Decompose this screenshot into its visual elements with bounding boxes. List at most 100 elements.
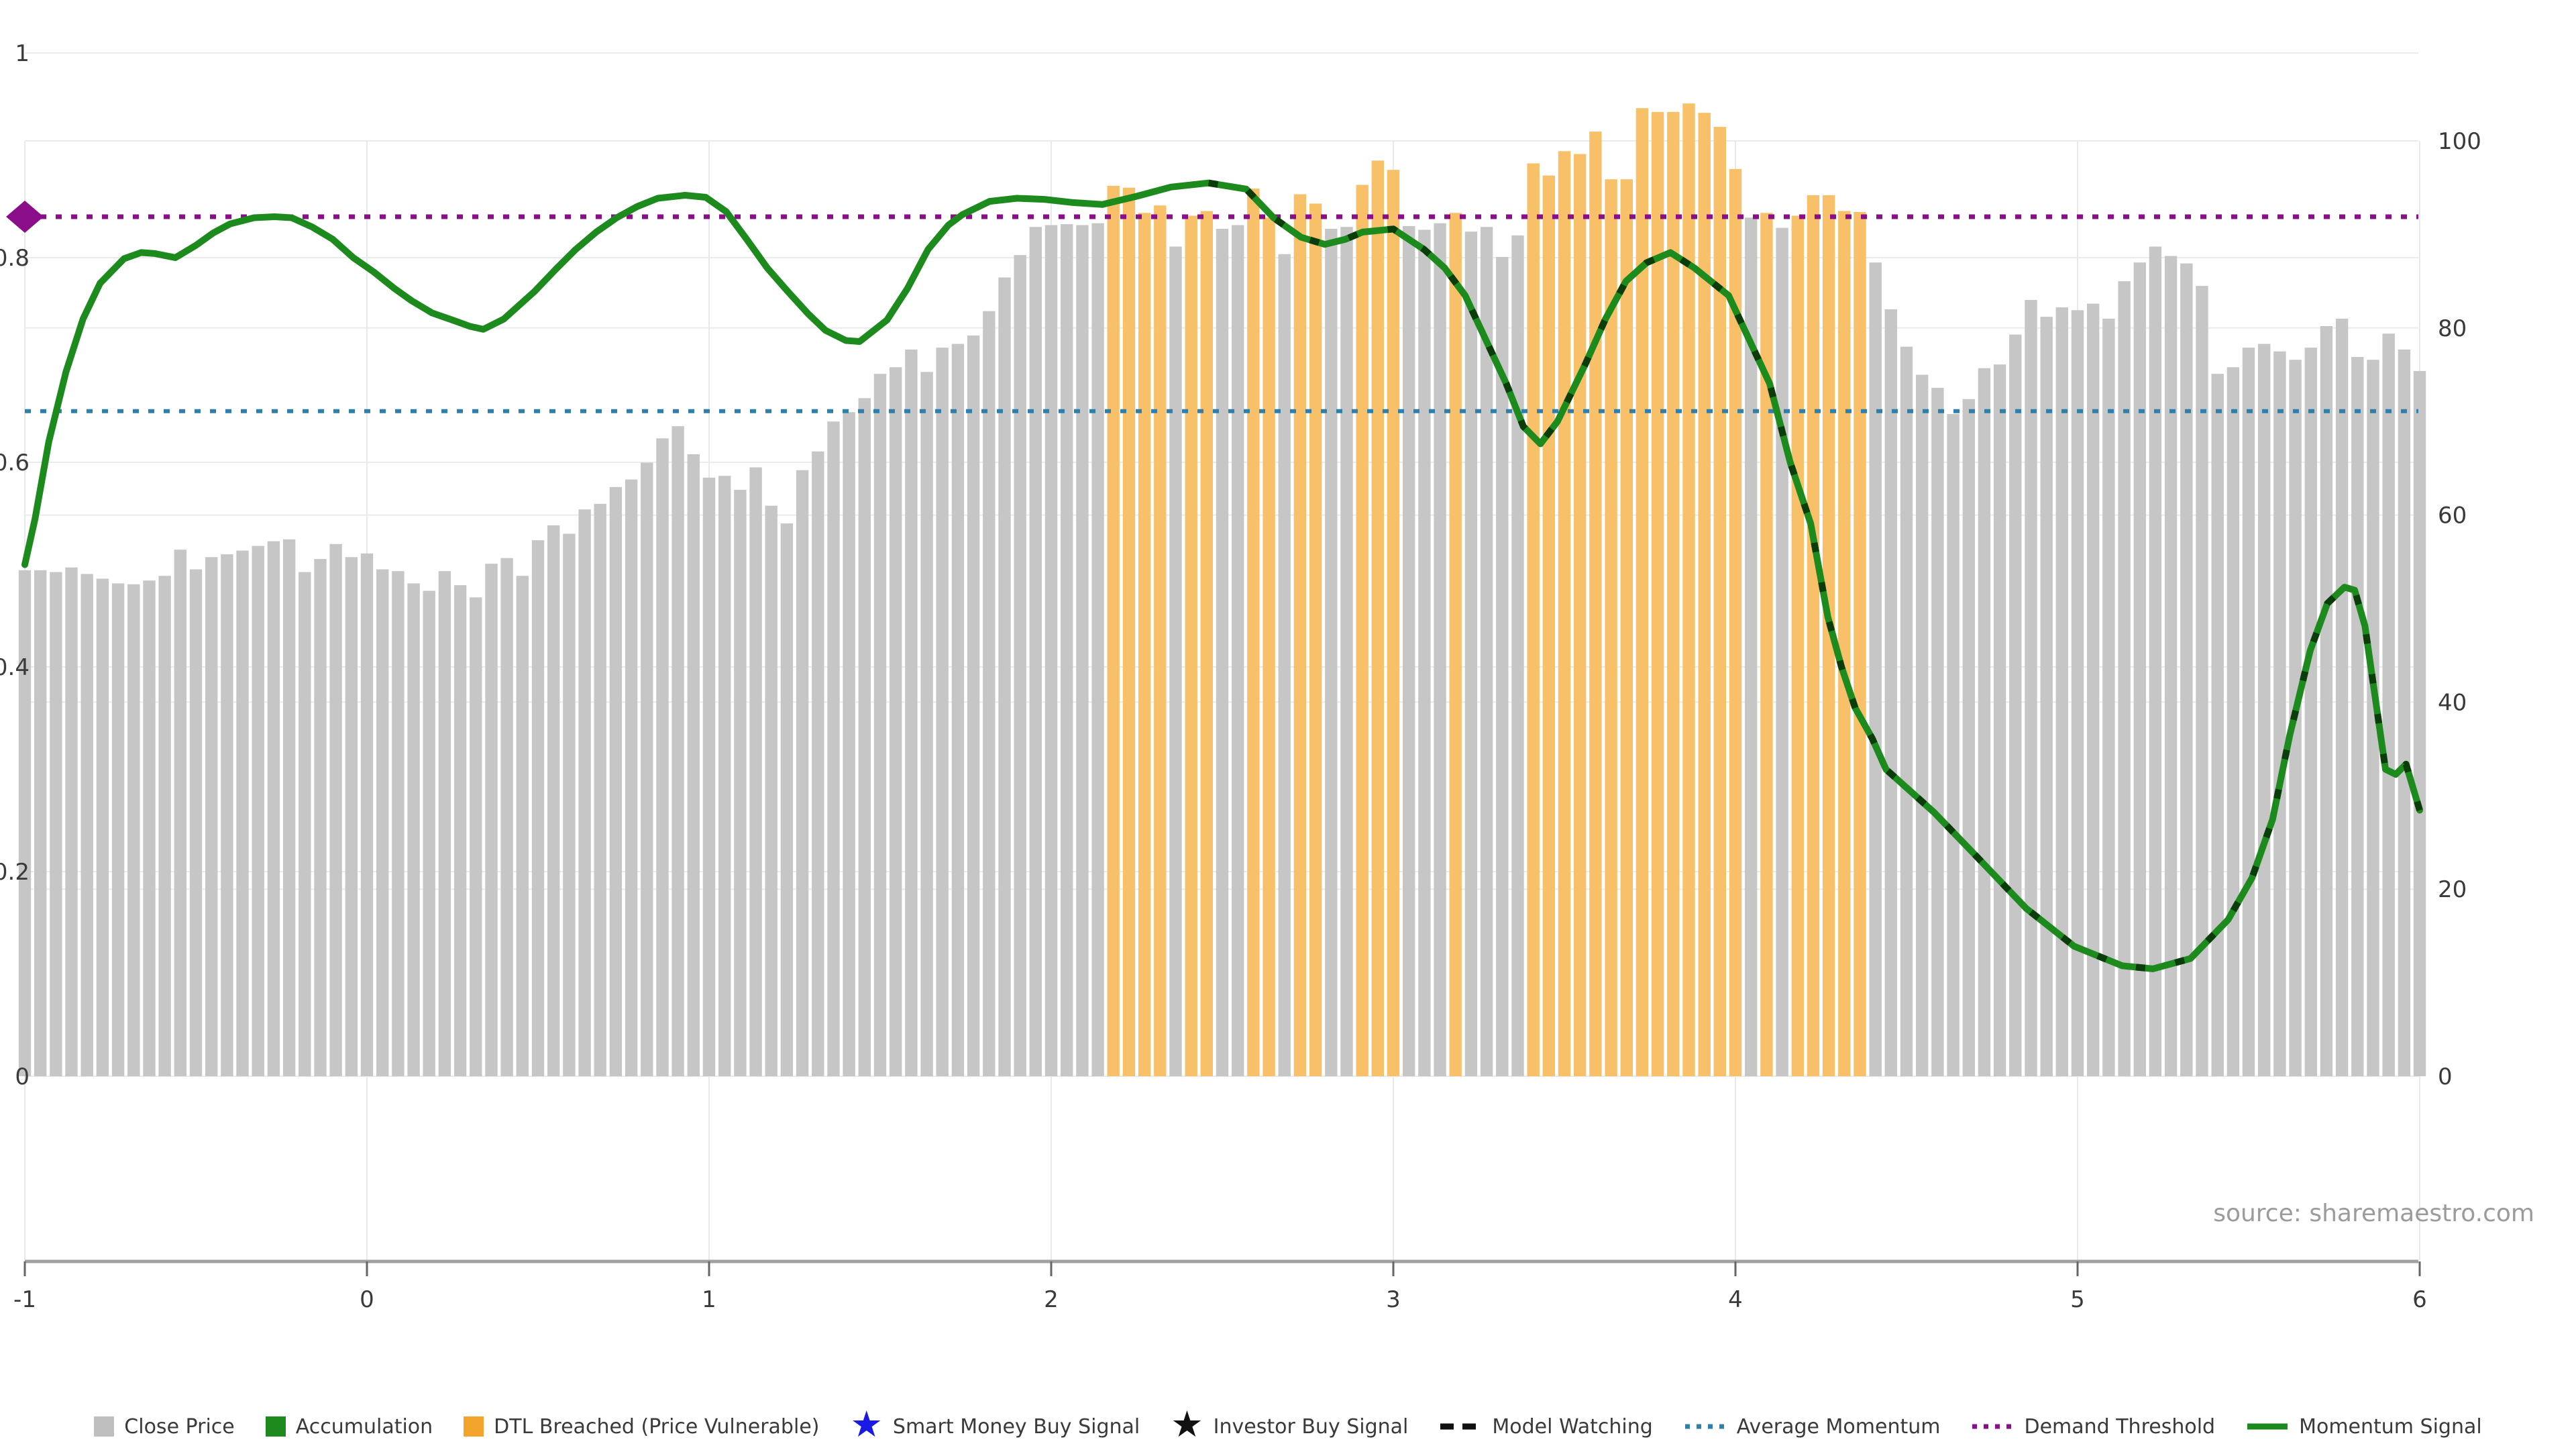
legend-item-close-price[interactable]: Close Price xyxy=(94,1415,235,1439)
legend-item-demand-threshold[interactable]: Demand Threshold xyxy=(1971,1415,2215,1439)
bar-close-price xyxy=(718,476,731,1076)
bar-close-price xyxy=(1029,227,1042,1077)
bar-close-price xyxy=(1962,399,1975,1076)
legend-item-dtl-breached-price-vulnerable[interactable]: DTL Breached (Price Vulnerable) xyxy=(464,1415,819,1439)
bar-close-price xyxy=(438,571,451,1076)
bar-close-price xyxy=(998,277,1011,1076)
bar-close-price xyxy=(2196,286,2208,1077)
bar-close-price xyxy=(329,543,342,1076)
bar-close-price xyxy=(1776,227,1788,1077)
bar-close-price xyxy=(2071,310,2084,1076)
bar-close-price xyxy=(1978,368,1991,1077)
bar-close-price xyxy=(65,567,78,1076)
bar-close-price xyxy=(1278,254,1291,1077)
bar-close-price xyxy=(594,503,606,1076)
bar-dtl-breached xyxy=(1527,163,1540,1076)
legend-square-swatch xyxy=(265,1416,286,1437)
legend-square-swatch xyxy=(464,1416,484,1437)
y-left-tick-label: 1 xyxy=(15,40,30,67)
bar-close-price xyxy=(174,550,186,1076)
legend-item-model-watching[interactable]: Model Watching xyxy=(1439,1414,1653,1439)
y-left-tick-label: 0.4 xyxy=(0,654,30,681)
bar-close-price xyxy=(1511,235,1524,1076)
bar-dtl-breached xyxy=(1387,170,1400,1077)
bar-close-price xyxy=(578,509,591,1076)
bar-close-price xyxy=(656,438,669,1076)
legend-item-investor-buy-signal[interactable]: ★ Investor Buy Signal xyxy=(1171,1406,1408,1443)
bar-close-price xyxy=(2242,348,2255,1076)
bar-close-price xyxy=(50,572,62,1076)
legend-solid-line-icon xyxy=(2247,1423,2288,1430)
bar-close-price xyxy=(345,557,358,1076)
legend-item-smart-money-buy-signal[interactable]: ★ Smart Money Buy Signal xyxy=(850,1403,1140,1445)
bar-close-price xyxy=(905,349,918,1076)
legend-dashed-line-icon xyxy=(1440,1423,1481,1430)
bar-dtl-breached xyxy=(1449,213,1462,1076)
legend-label: Momentum Signal xyxy=(2299,1414,2482,1439)
demand-threshold-diamond-marker xyxy=(6,201,44,233)
bar-close-price xyxy=(873,374,887,1076)
bar-close-price xyxy=(547,525,560,1076)
y-left-tick-label: 0.2 xyxy=(0,859,30,886)
bar-dtl-breached xyxy=(1574,154,1587,1076)
bar-close-price xyxy=(2133,262,2146,1077)
bar-close-price xyxy=(2304,348,2317,1076)
legend-item-accumulation[interactable]: Accumulation xyxy=(265,1414,433,1439)
bar-close-price xyxy=(1745,217,1758,1076)
bar-close-price xyxy=(2320,326,2333,1076)
legend-label: Accumulation xyxy=(295,1414,433,1439)
bar-close-price xyxy=(2226,367,2240,1076)
bar-close-price xyxy=(1434,223,1446,1077)
bar-close-price xyxy=(407,583,420,1076)
legend-square-swatch xyxy=(94,1416,115,1437)
bar-close-price xyxy=(267,541,280,1076)
bar-dtl-breached xyxy=(1589,132,1602,1077)
bar-close-price xyxy=(1993,364,2006,1077)
legend-label: Average Momentum xyxy=(1736,1414,1941,1439)
bar-close-price xyxy=(1061,224,1073,1077)
x-axis-tick-label: 4 xyxy=(1728,1286,1743,1313)
legend-item-average-momentum[interactable]: Average Momentum xyxy=(1684,1414,1941,1439)
bar-close-price xyxy=(453,585,467,1076)
legend-label: Demand Threshold xyxy=(2024,1414,2216,1439)
bar-close-price xyxy=(2087,303,2100,1077)
bar-close-price xyxy=(1091,223,1104,1077)
bar-close-price xyxy=(1884,309,1897,1076)
bar-dtl-breached xyxy=(1200,211,1213,1076)
bar-close-price xyxy=(1418,229,1431,1076)
legend-star-icon: ★ xyxy=(850,1403,883,1445)
bar-close-price xyxy=(127,584,140,1076)
bar-dtl-breached xyxy=(1651,111,1664,1076)
bar-close-price xyxy=(920,372,933,1076)
legend-dotted-line-icon xyxy=(1684,1424,1725,1429)
x-axis-tick-label: -1 xyxy=(13,1286,36,1313)
bar-close-price xyxy=(858,398,871,1076)
bar-close-price xyxy=(2149,246,2162,1076)
bar-close-price xyxy=(796,470,809,1076)
bar-close-price xyxy=(376,569,389,1076)
bar-dtl-breached xyxy=(1838,211,1851,1076)
bar-close-price xyxy=(189,569,203,1076)
bar-close-price xyxy=(111,583,125,1076)
bar-close-price xyxy=(299,572,311,1076)
x-axis-tick-label: 6 xyxy=(2412,1286,2427,1313)
bar-close-price xyxy=(1216,229,1229,1076)
bar-dtl-breached xyxy=(1667,111,1680,1076)
bar-close-price xyxy=(1232,225,1244,1076)
bar-dtl-breached xyxy=(1635,108,1649,1077)
y-right-tick-label: 80 xyxy=(2438,315,2467,342)
bar-close-price xyxy=(143,580,156,1076)
bar-close-price xyxy=(2118,281,2131,1077)
bar-close-price xyxy=(812,451,824,1076)
legend-label: Model Watching xyxy=(1492,1414,1653,1439)
chart-legend: Close Price Accumulation DTL Breached (Pri… xyxy=(0,1406,2576,1447)
bar-dtl-breached xyxy=(1263,217,1275,1076)
bar-close-price xyxy=(1480,227,1493,1077)
legend-item-momentum-signal[interactable]: Momentum Signal xyxy=(2246,1415,2482,1439)
bar-close-price xyxy=(702,477,716,1076)
bar-close-price xyxy=(2413,370,2426,1076)
bar-close-price xyxy=(1169,246,1182,1076)
bar-dtl-breached xyxy=(1822,195,1835,1076)
x-axis-tick-label: 1 xyxy=(702,1286,716,1313)
bar-dtl-breached xyxy=(1558,151,1571,1076)
